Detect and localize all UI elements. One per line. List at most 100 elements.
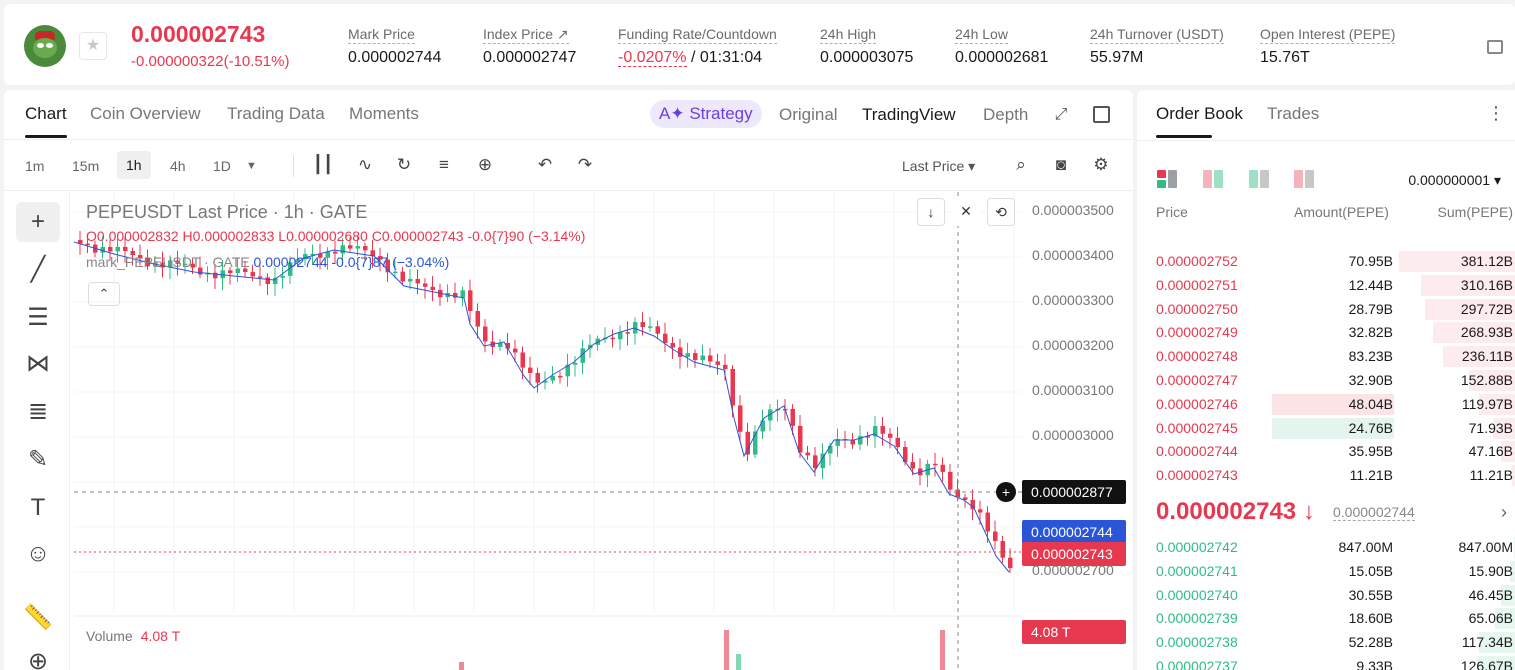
indicators-icon[interactable]: ∿ — [357, 155, 373, 174]
ask-row[interactable]: 0.000002743 11.21B 11.21B — [1137, 464, 1515, 487]
ask-row[interactable]: 0.000002750 28.79B 297.72B — [1137, 298, 1515, 321]
tab-order-book[interactable]: Order Book — [1156, 104, 1243, 138]
redo-icon[interactable]: ↷ — [577, 155, 593, 174]
ask-row[interactable]: 0.000002744 35.95B 47.16B — [1137, 440, 1515, 463]
trend-line-icon[interactable]: ╱ — [30, 256, 46, 283]
stat-label[interactable]: 24h Turnover (USDT) — [1090, 26, 1224, 44]
horizontal-lines-icon[interactable]: ☰ — [27, 304, 49, 331]
stat-label[interactable]: 24h Low — [955, 26, 1008, 44]
ask-row[interactable]: 0.000002746 48.04B 119.97B — [1137, 393, 1515, 416]
stat-value: 0.000003075 — [820, 49, 914, 66]
candle-body — [580, 348, 585, 363]
ask-row[interactable]: 0.000002747 32.90B 152.88B — [1137, 369, 1515, 392]
crosshair-icon[interactable]: + — [16, 202, 60, 242]
scroll-down-icon[interactable]: ↓ — [917, 198, 945, 226]
bid-row[interactable]: 0.000002738 52.28B 117.34B — [1137, 631, 1515, 654]
view-tradingview[interactable]: TradingView — [862, 105, 956, 124]
stat-label[interactable]: 24h High — [820, 26, 877, 44]
more-options-icon[interactable]: ⋮ — [1487, 103, 1505, 123]
favorite-star-icon[interactable]: ★ — [79, 32, 107, 60]
candle-body — [453, 292, 458, 298]
candle-body — [963, 497, 968, 500]
ask-row[interactable]: 0.000002748 83.23B 236.11B — [1137, 345, 1515, 368]
collapse-legend-button[interactable]: ⌃ — [88, 282, 120, 306]
search-icon[interactable]: ⌕ — [1016, 155, 1026, 174]
emoji-icon[interactable]: ☺ — [25, 540, 51, 567]
chevron-right-icon[interactable]: › — [1501, 502, 1507, 522]
ask-row[interactable]: 0.000002745 24.76B 71.93B — [1137, 417, 1515, 440]
candle-body — [933, 463, 938, 466]
window-icon[interactable] — [1093, 106, 1110, 123]
tab-trading-data[interactable]: Trading Data — [227, 104, 325, 123]
book-icon[interactable] — [1487, 40, 1503, 54]
order-book-panel: Order Book Trades ⋮ 0.000000001 ▾ Price … — [1137, 90, 1515, 670]
bid-row[interactable]: 0.000002737 9.33B 126.67B — [1137, 655, 1515, 670]
timeframe-1d[interactable]: 1D — [213, 158, 231, 174]
ask-sum: 152.88B — [1460, 372, 1513, 388]
stat-label[interactable]: Index Price ↗ — [483, 26, 569, 44]
ask-row[interactable]: 0.000002752 70.95B 381.12B — [1137, 250, 1515, 273]
timeframe-15m[interactable]: 15m — [72, 158, 100, 174]
mode-bids-only-icon[interactable] — [1203, 170, 1225, 188]
view-original[interactable]: Original — [779, 105, 838, 124]
ask-price: 0.000002745 — [1156, 419, 1238, 436]
timeframe-1h[interactable]: 1h — [117, 151, 151, 179]
ask-row[interactable]: 0.000002749 32.82B 268.93B — [1137, 321, 1515, 344]
gear-icon[interactable]: ⚙ — [1093, 155, 1109, 174]
ask-amount: 32.82B — [1348, 324, 1393, 341]
camera-icon[interactable]: ◙ — [1055, 155, 1067, 174]
stat-label[interactable]: Funding Rate/Countdown — [618, 26, 777, 44]
bid-row[interactable]: 0.000002742 847.00M 847.00M — [1137, 536, 1515, 559]
precision-select[interactable]: 0.000000001 ▾ — [1408, 172, 1501, 188]
price-type-select[interactable]: Last Price ▾ — [902, 158, 976, 174]
ask-sum: 310.16B — [1460, 276, 1513, 293]
tab-trades[interactable]: Trades — [1267, 104, 1320, 123]
ask-amount: 12.44B — [1348, 276, 1393, 293]
mode-buy-icon[interactable] — [1249, 170, 1271, 188]
view-depth[interactable]: Depth — [983, 105, 1029, 124]
chart-tabs: Chart Coin Overview Trading Data Moments… — [4, 90, 1133, 140]
ask-price: 0.000002744 — [1156, 443, 1238, 460]
candle-type-icon[interactable]: ┃┃ — [312, 155, 334, 174]
stat-label[interactable]: Open Interest (PEPE) — [1260, 26, 1396, 44]
reset-view-icon[interactable]: ⟲ — [987, 198, 1015, 226]
price-change: -0.000000322(-10.51%) — [131, 53, 290, 70]
candle-body — [790, 408, 795, 426]
mode-sell-icon[interactable] — [1294, 170, 1316, 188]
candle-body — [235, 268, 240, 274]
stat-label[interactable]: Mark Price — [348, 26, 415, 44]
brush-icon[interactable]: ✎ — [27, 446, 49, 473]
settings-list-icon[interactable]: ≡ — [439, 155, 449, 174]
add-indicator-icon[interactable]: ⊕ — [477, 155, 493, 174]
timeframe-1m[interactable]: 1m — [25, 158, 45, 174]
candlestick-chart[interactable]: + — [74, 192, 1022, 670]
bid-row[interactable]: 0.000002740 30.55B 46.45B — [1137, 584, 1515, 607]
strategy-button[interactable]: A✦ Strategy — [650, 100, 762, 128]
tab-chart[interactable]: Chart — [25, 104, 67, 138]
candle-body — [970, 499, 975, 510]
depth-bar — [1501, 584, 1515, 606]
undo-icon[interactable]: ↶ — [537, 155, 553, 174]
timeframe-dropdown-icon[interactable]: ▼ — [246, 160, 257, 172]
refresh-icon[interactable]: ↻ — [396, 155, 412, 174]
ask-row[interactable]: 0.000002751 12.44B 310.16B — [1137, 274, 1515, 297]
candle-body — [415, 278, 420, 284]
ruler-icon[interactable]: 📏 — [23, 604, 53, 631]
zoom-in-icon[interactable]: ⊕ — [27, 648, 49, 670]
bid-row[interactable]: 0.000002739 18.60B 65.06B — [1137, 607, 1515, 630]
expand-icon[interactable]: ⤢ — [1054, 106, 1068, 123]
collapse-icon[interactable]: ✕ — [952, 198, 980, 226]
text-icon[interactable]: T — [30, 494, 46, 521]
fib-icon[interactable]: ≣ — [27, 398, 49, 425]
pattern-icon[interactable]: ⋈ — [26, 350, 50, 377]
mode-both-icon[interactable] — [1157, 170, 1179, 188]
timeframe-4h[interactable]: 4h — [170, 158, 186, 174]
candle-body — [273, 277, 278, 285]
bid-row[interactable]: 0.000002741 15.05B 15.90B — [1137, 560, 1515, 583]
chart-legend-mark: mark_PEPEUSDT · GATE 0.00002744 -0.0{7}8… — [86, 254, 449, 270]
candle-body — [115, 246, 120, 252]
tab-coin-overview[interactable]: Coin Overview — [90, 104, 201, 123]
tab-moments[interactable]: Moments — [349, 104, 419, 123]
price-axis[interactable]: 0.000003500 0.000003400 0.000003300 0.00000… — [1022, 192, 1133, 670]
candle-body — [745, 431, 750, 455]
